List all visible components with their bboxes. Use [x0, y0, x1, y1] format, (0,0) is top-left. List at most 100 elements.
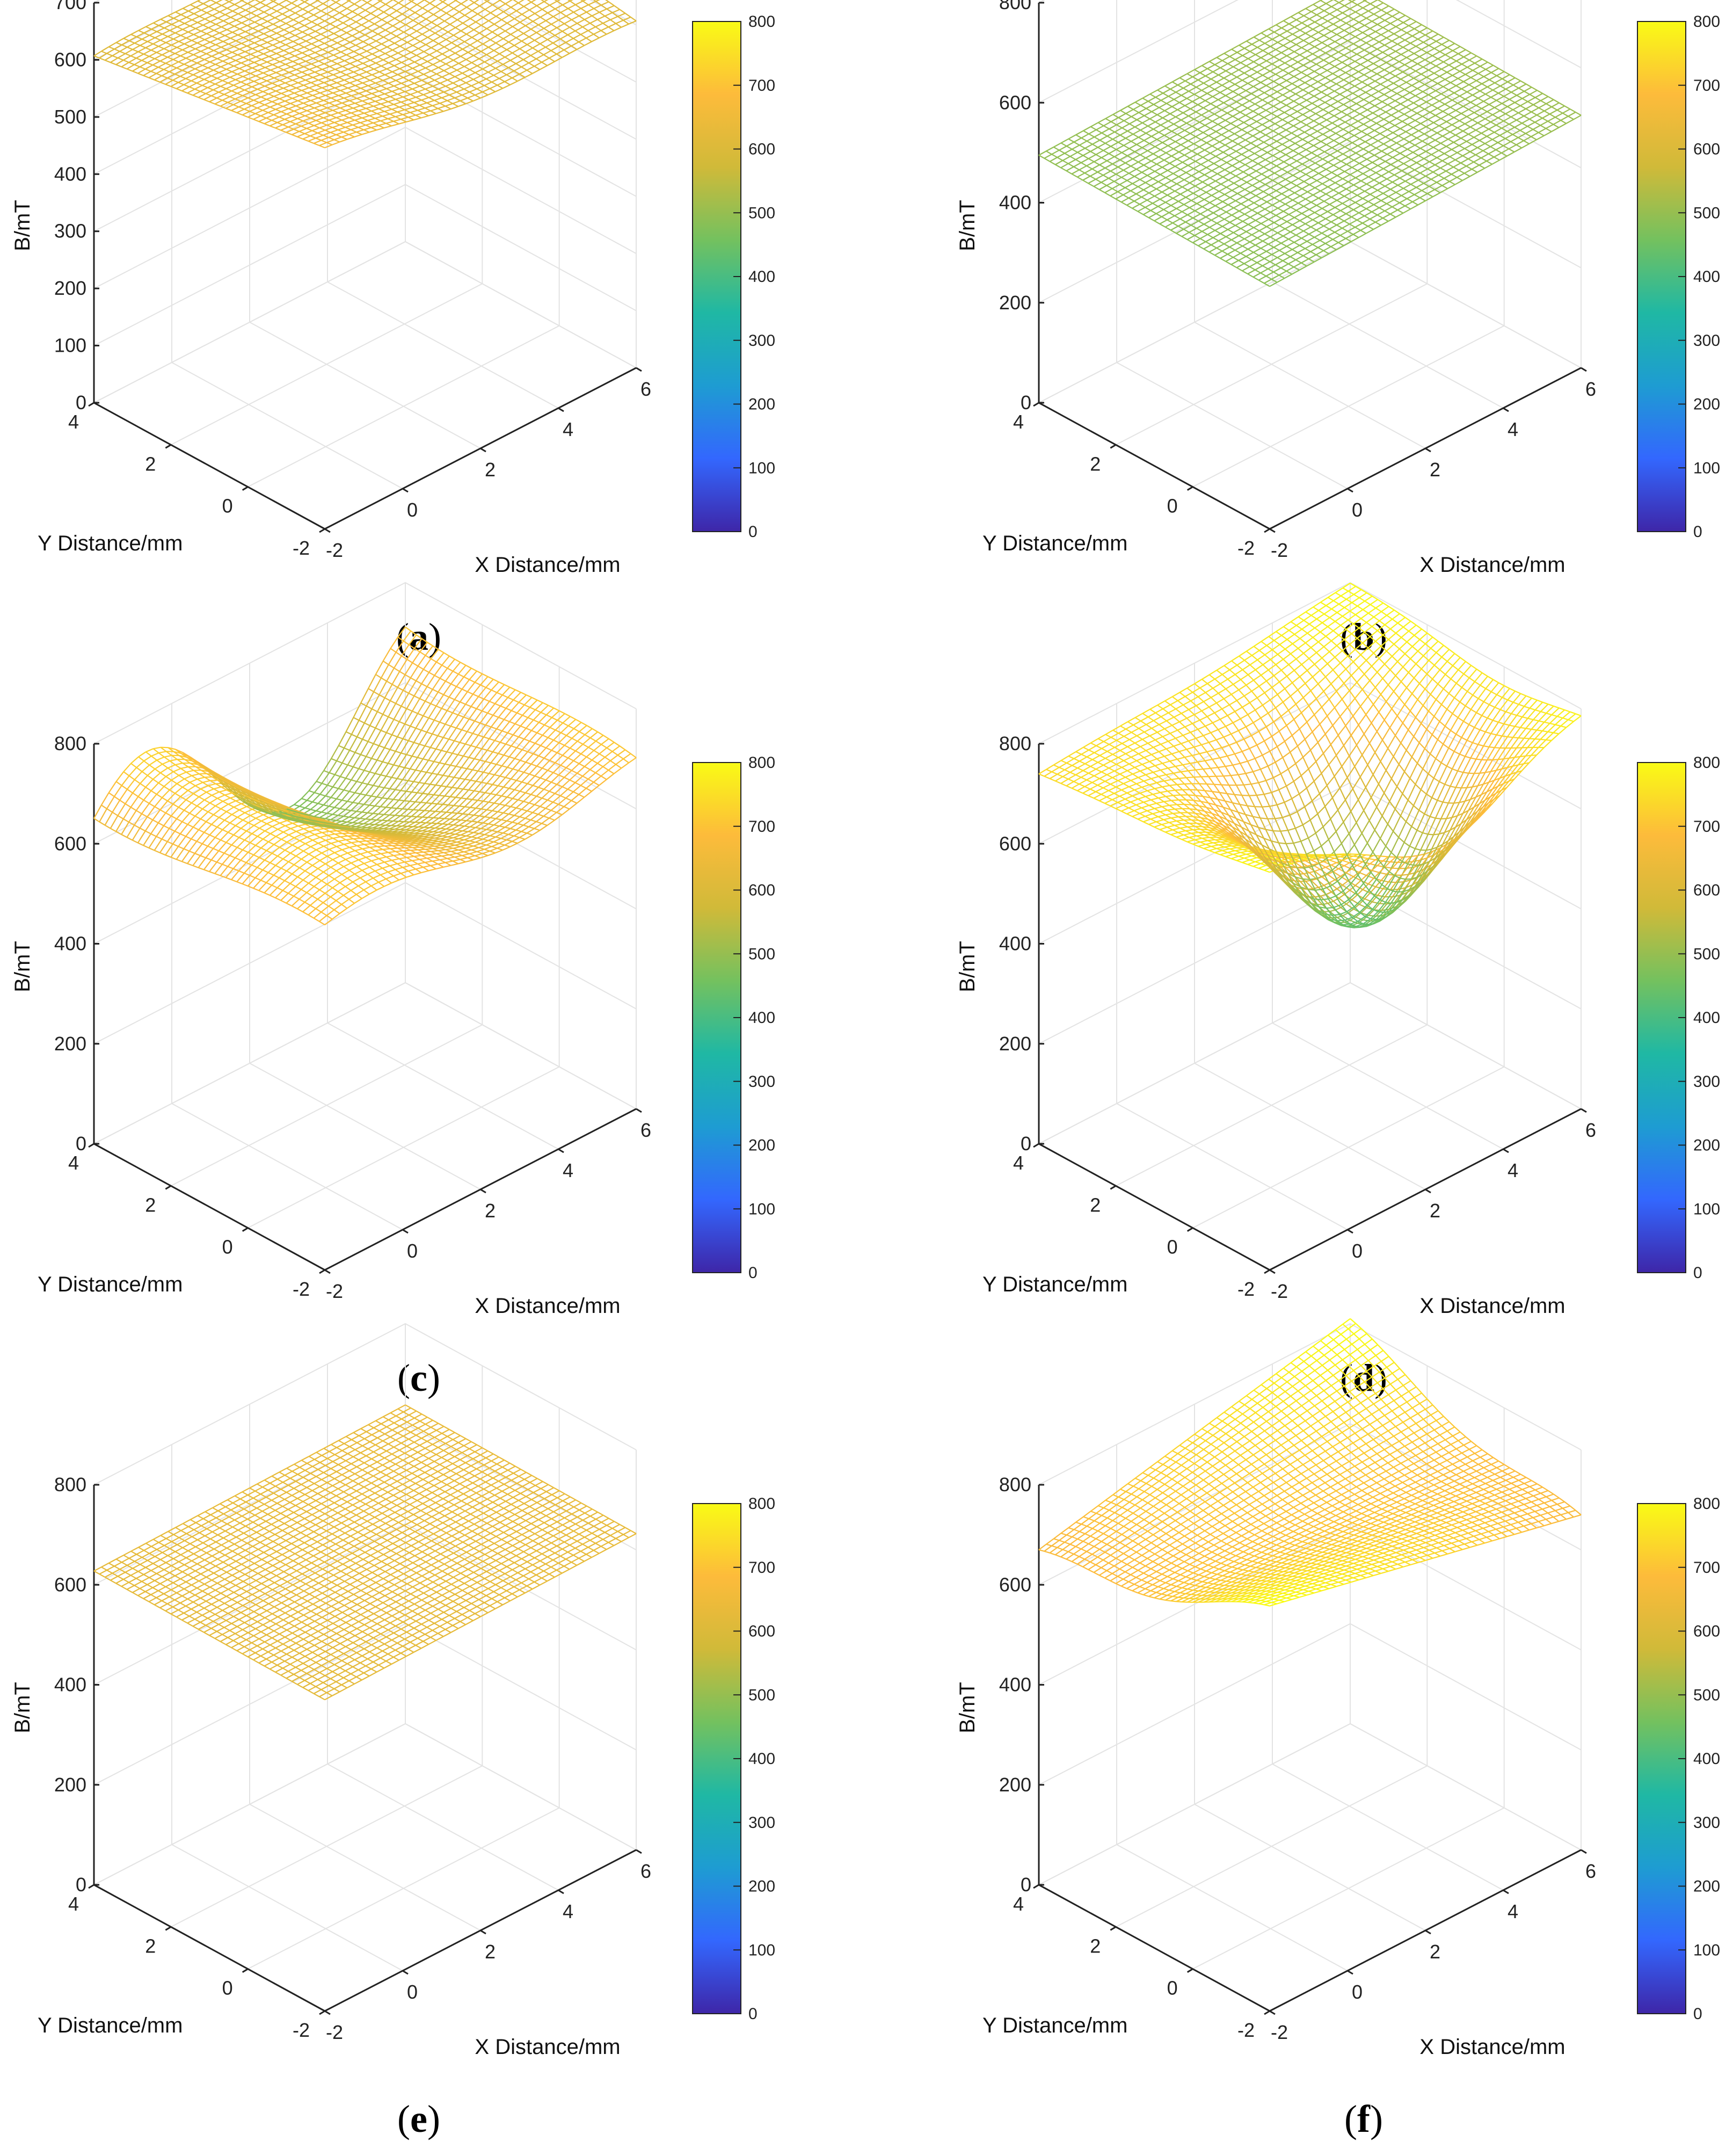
mesh-line — [284, 26, 292, 30]
mesh-line — [395, 14, 402, 18]
mesh-line — [312, 18, 319, 21]
mesh-line — [468, 53, 474, 56]
mesh-line — [447, 98, 455, 100]
mesh-line — [212, 72, 219, 76]
mesh-line — [382, 40, 389, 44]
mesh-line — [535, 9, 542, 13]
mesh-line — [340, 88, 348, 91]
mesh-line — [265, 101, 272, 105]
mesh-line — [305, 130, 312, 134]
mesh-line — [265, 86, 270, 89]
mesh-line — [267, 39, 275, 42]
mesh-line — [242, 43, 247, 46]
mesh-line — [367, 24, 375, 28]
mesh-line — [366, 106, 374, 108]
mesh-line — [300, 77, 305, 80]
mesh-line — [337, 98, 344, 101]
mesh-line — [369, 41, 376, 45]
mesh-line — [475, 95, 480, 98]
mesh-line — [431, 43, 439, 48]
mesh-line — [361, 69, 366, 72]
mesh-line — [351, 127, 359, 129]
mesh-line — [199, 93, 206, 97]
mesh-line — [507, 75, 512, 78]
mesh-line — [509, 38, 516, 42]
mesh-line — [264, 8, 272, 12]
mesh-line — [393, 26, 398, 29]
mesh-line — [425, 106, 433, 108]
mesh-line — [229, 2, 235, 4]
mesh-line — [253, 3, 260, 6]
mesh-line — [462, 73, 468, 76]
mesh-line — [291, 47, 296, 50]
mesh-line — [440, 80, 448, 83]
mesh-line — [186, 14, 194, 18]
mesh-line — [348, 22, 356, 26]
mesh-line — [337, 83, 342, 85]
mesh-line — [297, 119, 303, 121]
mesh-line — [283, 67, 291, 70]
mesh-line — [346, 111, 351, 113]
mesh-line — [199, 97, 204, 99]
mesh-line — [258, 52, 264, 54]
mesh-line — [228, 83, 234, 85]
mesh-line — [338, 111, 346, 113]
mesh-line — [293, 59, 301, 61]
mesh-line — [350, 42, 355, 46]
mesh-line — [357, 98, 362, 101]
mesh-line — [214, 50, 219, 53]
mesh-line — [387, 89, 392, 91]
mesh-line — [210, 21, 216, 24]
mesh-line — [352, 36, 358, 39]
mesh-line — [466, 55, 474, 59]
mesh-line — [344, 115, 349, 118]
mesh-line — [359, 51, 367, 54]
mesh-line — [434, 98, 442, 100]
mesh-line — [406, 25, 411, 28]
mesh-line — [157, 53, 162, 55]
mesh-line — [464, 86, 471, 89]
mesh-line — [210, 78, 217, 82]
mesh-line — [186, 17, 192, 20]
mesh-line — [237, 113, 242, 115]
mesh-line — [188, 69, 195, 72]
mesh-line — [274, 93, 281, 96]
mesh-line — [429, 95, 436, 98]
mesh-line — [234, 23, 242, 26]
mesh-line — [191, 1, 198, 5]
mesh-line — [409, 100, 414, 103]
mesh-line — [157, 49, 164, 53]
mesh-line — [138, 52, 143, 54]
mesh-line — [479, 2, 487, 6]
mesh-line — [274, 115, 279, 117]
mesh-line — [347, 4, 354, 9]
mesh-line — [311, 98, 318, 100]
mesh-line — [122, 45, 127, 47]
mesh-line — [363, 18, 369, 21]
mesh-line — [242, 40, 249, 43]
mesh-line — [340, 140, 347, 142]
mesh-line — [257, 16, 262, 18]
mesh-line — [332, 17, 338, 20]
x-axis-title: X Distance/mm — [475, 553, 620, 577]
mesh-line — [209, 6, 214, 9]
mesh-line — [196, 83, 202, 85]
mesh-line — [384, 91, 392, 94]
mesh-line — [269, 76, 274, 78]
mesh-line — [140, 63, 148, 67]
mesh-line — [430, 0, 438, 3]
mesh-line — [166, 22, 172, 25]
mesh-line — [216, 3, 222, 5]
mesh-line — [486, 75, 494, 79]
mesh-line — [292, 117, 297, 119]
mesh-line — [400, 42, 407, 46]
y-tick — [243, 487, 248, 490]
mesh-line — [352, 12, 358, 15]
mesh-line — [453, 80, 461, 83]
mesh-line — [387, 107, 392, 110]
mesh-line — [294, 129, 299, 132]
mesh-line — [425, 89, 431, 92]
mesh-line — [367, 69, 374, 72]
mesh-line — [418, 71, 424, 75]
mesh-line — [223, 81, 228, 83]
